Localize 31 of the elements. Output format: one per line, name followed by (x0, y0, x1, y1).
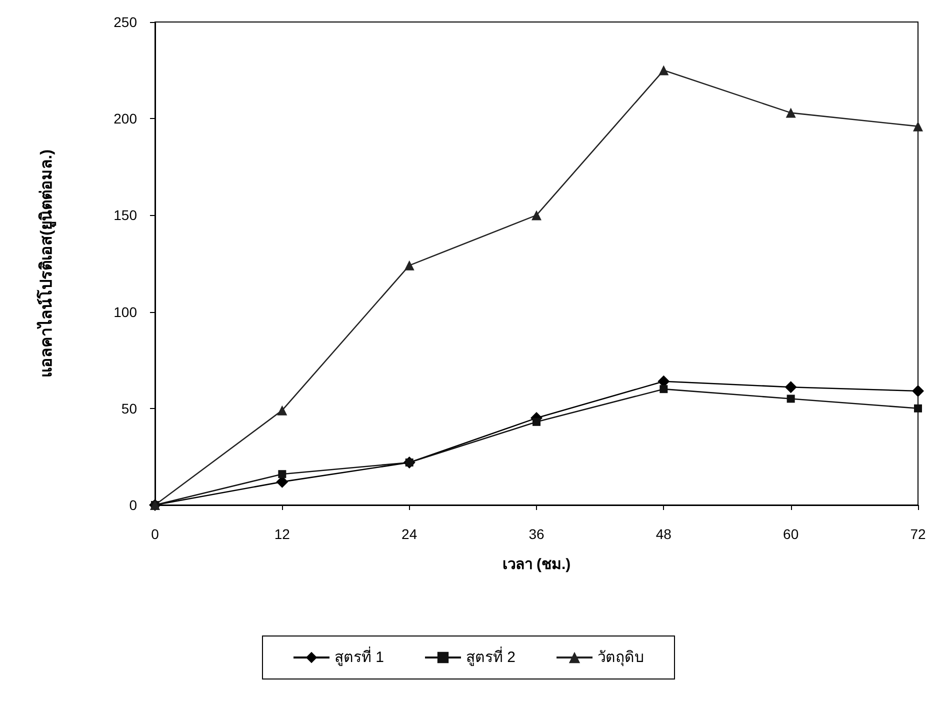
x-tick-label: 12 (274, 526, 290, 542)
legend-label: สูตรที่ 1 (334, 646, 384, 666)
point (532, 210, 542, 220)
y-tick-label: 0 (129, 497, 138, 513)
y-tick-label: 200 (114, 110, 138, 127)
point (658, 65, 669, 76)
y-tick-label: 150 (114, 207, 138, 224)
point (786, 108, 796, 118)
x-tick-label: 48 (656, 526, 672, 542)
y-tick-label: 250 (114, 14, 138, 30)
x-tick-label: 24 (402, 526, 418, 542)
x-axis-title: เวลา (ชม.) (502, 556, 571, 573)
point (912, 385, 924, 398)
y-tick-label: 50 (121, 400, 138, 416)
point (913, 121, 923, 132)
point (784, 381, 797, 394)
point (660, 385, 668, 394)
legend-label: สูตรที่ 2 (466, 646, 516, 666)
x-tick-label: 36 (528, 526, 544, 542)
point (404, 260, 414, 270)
y-tick-label: 100 (114, 304, 138, 320)
x-tick-label: 72 (910, 526, 926, 542)
point (278, 470, 286, 478)
x-tick-label: 60 (783, 526, 799, 542)
point (277, 405, 288, 416)
y-axis-title: แอลคาไลน์โปรติเอส(ยูนิตต่อมล.) (36, 149, 58, 378)
point (786, 394, 795, 403)
x-tick-label: 0 (151, 526, 160, 542)
point (532, 418, 540, 426)
legend-label: วัตถุดิบ (598, 649, 645, 667)
point (914, 404, 922, 412)
